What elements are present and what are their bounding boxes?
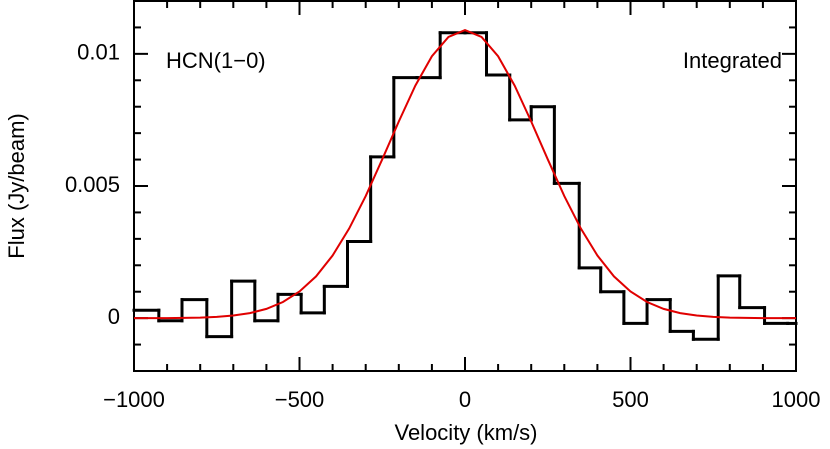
annotation: Integrated: [683, 48, 782, 73]
x-tick-label: 0: [459, 387, 471, 412]
y-tick-label: 0.01: [77, 40, 120, 65]
x-tick-label: 500: [612, 387, 649, 412]
fit-curve: [134, 28, 796, 320]
x-tick-label: 1000: [772, 387, 821, 412]
x-tick-label: −500: [275, 387, 325, 412]
y-axis-label: Flux (Jy/beam): [4, 113, 29, 258]
x-tick-label: −1000: [103, 387, 165, 412]
y-tick-label: 0.005: [65, 172, 120, 197]
y-tick-label: 0: [108, 304, 120, 329]
x-axis-label: Velocity (km/s): [394, 420, 537, 445]
annotation: HCN(1−0): [166, 48, 266, 73]
